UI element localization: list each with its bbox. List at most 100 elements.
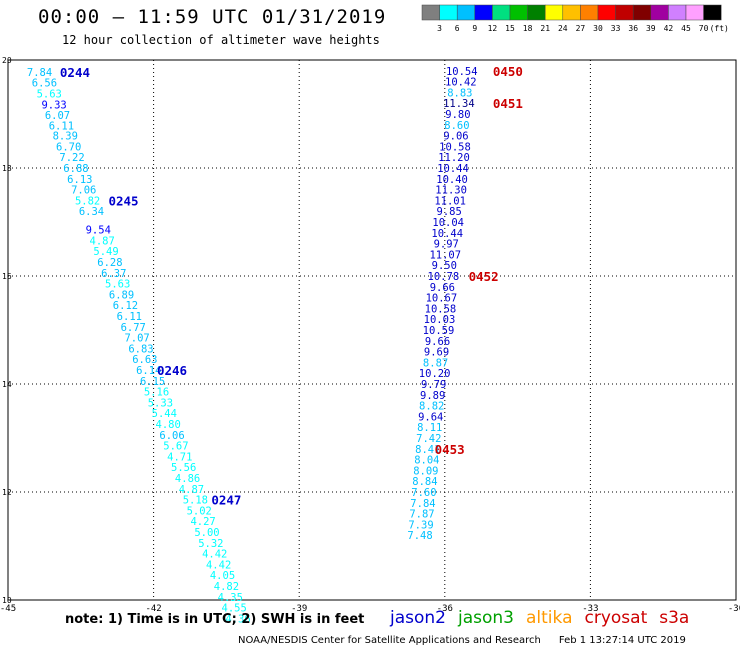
wave-height-point: 8.82 [419, 401, 444, 413]
wave-height-point: 11.20 [438, 152, 470, 164]
wave-height-point: 9.50 [432, 260, 457, 272]
wave-height-point: 7.42 [416, 433, 441, 445]
wave-height-point: 11.07 [429, 249, 461, 261]
color-scale-unit: (ft) [710, 24, 729, 33]
wave-height-point: 6.13 [67, 174, 92, 186]
wave-height-point: 8.41 [415, 444, 440, 456]
wave-height-point: 8.84 [412, 476, 437, 488]
wave-height-point: 6.34 [79, 206, 104, 218]
color-scale-label: 33 [611, 24, 621, 33]
wave-height-point: 10.42 [445, 77, 477, 89]
legend-jason2: jason2 [390, 608, 446, 628]
wave-height-point: 7.84 [410, 498, 435, 510]
wave-height-point: 8.83 [447, 87, 472, 99]
note-text: note: 1) Time is in UTC; 2) SWH is in fe… [65, 612, 365, 627]
wave-height-point: 9.80 [445, 109, 470, 121]
wave-height-point: 4.87 [179, 484, 204, 496]
wave-height-point: 6.15 [140, 376, 165, 388]
wave-height-point: 4.82 [214, 581, 239, 593]
color-scale-label: 21 [540, 24, 550, 33]
wave-height-point: 9.33 [41, 99, 66, 111]
wave-height-point: 10.44 [431, 228, 463, 240]
pass-time-label: 0247 [211, 493, 241, 508]
wave-height-point: 9.54 [86, 225, 111, 237]
wave-height-point: 4.80 [156, 419, 181, 431]
wave-height-point: 9.89 [420, 390, 445, 402]
wave-height-point: 10.59 [423, 325, 455, 337]
y-tick-label: 12 [2, 488, 12, 497]
y-tick-label: 16 [2, 272, 12, 281]
wave-height-point: 6.07 [45, 110, 70, 122]
wave-height-point: 5.49 [93, 246, 118, 258]
wave-height-point: 10.78 [428, 271, 460, 283]
color-scale-label: 39 [646, 24, 656, 33]
x-tick-label: -39 [291, 604, 307, 614]
color-scale-bar: 3 6 9 12 15 18 21 24 27 30 33 36 39 42 45 70 (ft) [421, 4, 729, 33]
x-tick-label: -45 [0, 604, 16, 614]
wave-height-point: 6.12 [113, 300, 138, 312]
wave-height-point: 6.63 [132, 354, 157, 366]
pass-time-label: 0450 [493, 64, 523, 79]
wave-height-point: 11.30 [435, 185, 467, 197]
satellite-legend: jason2 jason3 altika cryosat s3a [390, 608, 701, 628]
wave-height-point: 5.44 [152, 408, 177, 420]
wave-height-point: 6.56 [32, 78, 57, 90]
wave-height-point: 6.06 [159, 430, 184, 442]
wave-height-point: 8.39 [53, 131, 78, 143]
y-tick-label: 14 [2, 380, 12, 389]
wave-height-point: 6.11 [117, 311, 142, 323]
wave-height-point: 8.60 [444, 120, 469, 132]
wave-height-point: 4.35 [218, 592, 243, 604]
wave-height-point: 10.44 [437, 163, 469, 175]
wave-height-point: 7.60 [411, 487, 436, 499]
pass-time-label: 0453 [435, 442, 465, 457]
pass-time-label: 0451 [493, 96, 523, 111]
wave-height-point: 9.66 [425, 336, 450, 348]
wave-height-point: 8.09 [413, 465, 438, 477]
color-scale-label: 15 [505, 24, 515, 33]
wave-height-point: 7.39 [408, 519, 433, 531]
wave-height-point: 6.88 [63, 163, 88, 175]
wave-height-point: 5.18 [183, 495, 208, 507]
wave-height-point: 5.02 [187, 505, 212, 517]
color-scale-label: 3 [437, 24, 442, 33]
wave-height-point: 5.82 [75, 195, 100, 207]
color-scale-label: 30 [593, 24, 603, 33]
wave-height-point: 6.77 [121, 322, 146, 334]
plot-frame [7, 59, 737, 601]
wave-height-point: 9.79 [421, 379, 446, 391]
credit-line: NOAA/NESDIS Center for Satellite Applica… [238, 635, 704, 646]
wave-height-point: 4.71 [167, 451, 192, 463]
wave-height-point: 4.87 [90, 235, 115, 247]
wave-height-point: 5.33 [148, 397, 173, 409]
wave-height-point: 4.86 [175, 473, 200, 485]
legend-altika: altika [526, 608, 573, 628]
wave-height-point: 6.89 [109, 289, 134, 301]
wave-height-point: 8.11 [417, 422, 442, 434]
wave-height-point: 5.63 [105, 279, 130, 291]
wave-height-point: 10.03 [424, 314, 456, 326]
wave-height-point: 4.36 [225, 613, 250, 625]
x-tick-label: -30 [728, 604, 740, 614]
wave-height-point: 9.69 [424, 347, 449, 359]
color-scale-label: 36 [628, 24, 638, 33]
x-tick-label: -42 [145, 604, 161, 614]
legend-cryosat: cryosat [584, 608, 648, 628]
wave-height-point: 7.06 [71, 185, 96, 197]
wave-height-point: 5.67 [163, 441, 188, 453]
wave-height-point: 6.70 [56, 141, 81, 153]
x-tick-label: -36 [437, 604, 453, 614]
wave-height-point: 8.04 [414, 455, 439, 467]
wave-height-point: 9.85 [437, 206, 462, 218]
chart-subtitle: 12 hour collection of altimeter wave hei… [62, 33, 380, 47]
wave-height-point: 11.34 [443, 98, 475, 110]
wave-height-point: 6.37 [101, 268, 126, 280]
pass-time-label: 0245 [108, 193, 138, 208]
color-scale-label: 45 [681, 24, 691, 33]
wave-height-point: 10.04 [432, 217, 464, 229]
credit-agency: NOAA/NESDIS Center for Satellite Applica… [238, 635, 541, 646]
y-tick-label: 18 [2, 164, 12, 173]
color-scale-label: 24 [558, 24, 568, 33]
color-scale-label: 42 [664, 24, 674, 33]
